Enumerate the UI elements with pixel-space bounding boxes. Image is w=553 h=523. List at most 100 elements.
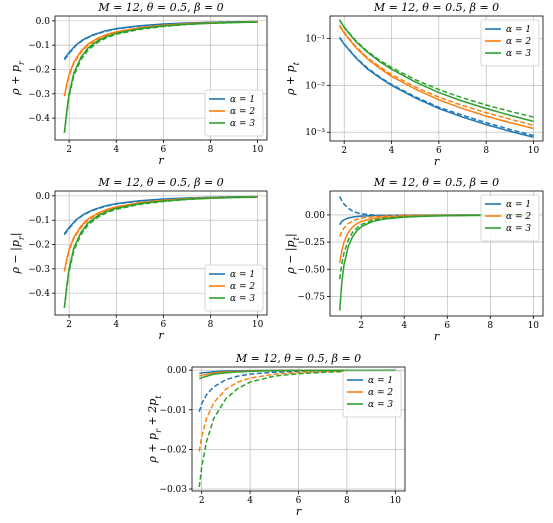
y-tick-label: −0.01 bbox=[159, 406, 187, 416]
y-tick-label: −0.2 bbox=[28, 240, 50, 250]
y-tick-label: −0.75 bbox=[297, 292, 325, 302]
x-tick-label: 2 bbox=[66, 320, 72, 330]
legend-label: α = 1 bbox=[506, 25, 531, 35]
legend-label: α = 1 bbox=[506, 200, 531, 210]
chart-panel-4: 2 4 6 8 10 0.00 −0.25 −0.50 −0.75 M = 12, θ = 0.5… bbox=[284, 176, 544, 343]
legend-label: α = 1 bbox=[368, 376, 393, 386]
x-tick-label: 10 bbox=[390, 496, 402, 506]
legend-box bbox=[342, 370, 402, 418]
legend-box bbox=[480, 194, 540, 242]
x-tick-label: 4 bbox=[113, 320, 119, 330]
chart-title: M = 12, θ = 0.5, β = 0 bbox=[97, 1, 223, 14]
series-line-solid bbox=[338, 214, 534, 311]
x-tick-label: 8 bbox=[344, 496, 350, 506]
y-tick-label: 0.00 bbox=[305, 211, 325, 221]
chart-panel-1: 2 4 6 8 10 0.0 −0.1 −0.2 −0.3 −0.4 M = 12, θ = 0.5… bbox=[9, 1, 268, 167]
legend-label: α = 3 bbox=[230, 294, 255, 304]
y-tick-label: −0.03 bbox=[159, 485, 187, 495]
plot-frame bbox=[54, 15, 268, 141]
legend-label: α = 3 bbox=[368, 400, 393, 410]
x-tick-label: 8 bbox=[208, 320, 214, 330]
x-axis-label: r bbox=[158, 154, 164, 167]
legend-label: α = 1 bbox=[230, 95, 255, 105]
x-tick-label: 4 bbox=[401, 321, 407, 331]
y-axis-label: ρ + pr + 2pt bbox=[146, 395, 163, 464]
x-tick-label: 2 bbox=[199, 496, 205, 506]
legend-box bbox=[204, 89, 264, 137]
chart-panel-3: 2 4 6 8 10 0.0 −0.1 −0.2 −0.3 −0.4 M = 12, θ = 0.5… bbox=[9, 176, 268, 342]
series-line-dashed bbox=[63, 21, 258, 97]
plot-frame bbox=[54, 190, 268, 316]
x-tick-label: 2 bbox=[66, 145, 72, 155]
series-line-dashed bbox=[338, 36, 534, 137]
y-tick-label: −0.50 bbox=[297, 265, 325, 275]
y-tick-label: −0.2 bbox=[28, 65, 50, 75]
series-line-dashed bbox=[198, 369, 396, 452]
y-tick-label: −0.3 bbox=[28, 90, 50, 100]
series-line-solid bbox=[198, 369, 396, 380]
chart-title: M = 12, θ = 0.5, β = 0 bbox=[373, 176, 499, 189]
x-tick-label: 4 bbox=[113, 145, 119, 155]
y-tick-label: −0.1 bbox=[28, 216, 50, 226]
chart-title: M = 12, θ = 0.5, β = 0 bbox=[97, 176, 223, 189]
x-tick-label: 6 bbox=[296, 496, 302, 506]
plot-frame bbox=[329, 15, 544, 142]
x-tick-label: 2 bbox=[341, 146, 347, 156]
series-line-dashed bbox=[338, 19, 534, 118]
y-tick-label: 0.00 bbox=[167, 366, 187, 376]
series-line-dashed bbox=[338, 214, 534, 237]
series-line-solid bbox=[63, 196, 258, 272]
x-tick-label: 8 bbox=[487, 321, 493, 331]
legend: α = 1 α = 2 α = 3 bbox=[480, 194, 540, 242]
series-line-dashed bbox=[338, 24, 534, 127]
x-tick-label: 2 bbox=[358, 321, 364, 331]
series-line-dashed bbox=[63, 196, 258, 272]
y-axis-label: ρ − |pr| bbox=[9, 232, 26, 274]
x-tick-label: 4 bbox=[247, 496, 253, 506]
x-tick-label: 10 bbox=[528, 146, 540, 156]
y-tick-label: 10⁻³ bbox=[305, 128, 325, 138]
legend-label: α = 2 bbox=[506, 212, 531, 222]
chart-panel-5: 2 4 6 8 10 0.00 −0.01 −0.02 −0.03 M = 12, θ = 0.5… bbox=[146, 352, 406, 518]
series-line-solid bbox=[63, 21, 258, 97]
x-tick-label: 6 bbox=[444, 321, 450, 331]
y-tick-label: −0.3 bbox=[28, 265, 50, 275]
legend: α = 1 α = 2 α = 3 bbox=[204, 89, 264, 137]
y-tick-label: −0.02 bbox=[159, 445, 187, 455]
legend: α = 1 α = 2 α = 3 bbox=[204, 264, 264, 312]
y-tick-label: −0.1 bbox=[28, 41, 50, 51]
legend-label: α = 2 bbox=[230, 107, 255, 117]
y-tick-label: 10⁻² bbox=[305, 81, 325, 91]
legend-label: α = 2 bbox=[230, 282, 255, 292]
x-tick-label: 10 bbox=[528, 321, 540, 331]
x-tick-label: 10 bbox=[252, 145, 264, 155]
legend: α = 1 α = 2 α = 3 bbox=[480, 19, 540, 67]
legend-label: α = 3 bbox=[506, 224, 531, 234]
series-line-dashed bbox=[63, 196, 258, 308]
x-axis-label: r bbox=[296, 505, 302, 518]
x-tick-label: 6 bbox=[436, 146, 442, 156]
legend-label: α = 3 bbox=[506, 49, 531, 59]
chart-title: M = 12, θ = 0.5, β = 0 bbox=[235, 352, 361, 365]
y-tick-label: −0.4 bbox=[28, 289, 50, 299]
x-tick-label: 6 bbox=[160, 320, 166, 330]
legend-label: α = 3 bbox=[230, 119, 255, 129]
y-tick-label: −0.4 bbox=[28, 114, 50, 124]
y-tick-label: −0.25 bbox=[297, 238, 325, 248]
series-line-dashed bbox=[63, 21, 258, 133]
x-tick-label: 4 bbox=[389, 146, 395, 156]
y-axis-label: ρ + pr bbox=[9, 60, 26, 96]
y-axis-label: ρ + pt bbox=[284, 61, 301, 96]
y-axis-label: ρ − |pt| bbox=[284, 233, 301, 274]
legend-label: α = 2 bbox=[368, 388, 393, 398]
legend-label: α = 1 bbox=[230, 270, 255, 280]
legend-label: α = 2 bbox=[506, 37, 531, 47]
x-axis-label: r bbox=[158, 329, 164, 342]
x-tick-label: 8 bbox=[208, 145, 214, 155]
chart-title: M = 12, θ = 0.5, β = 0 bbox=[373, 1, 499, 14]
x-tick-label: 6 bbox=[160, 145, 166, 155]
legend-box bbox=[480, 19, 540, 67]
legend: α = 1 α = 2 α = 3 bbox=[342, 370, 402, 418]
x-axis-label: r bbox=[434, 330, 440, 343]
